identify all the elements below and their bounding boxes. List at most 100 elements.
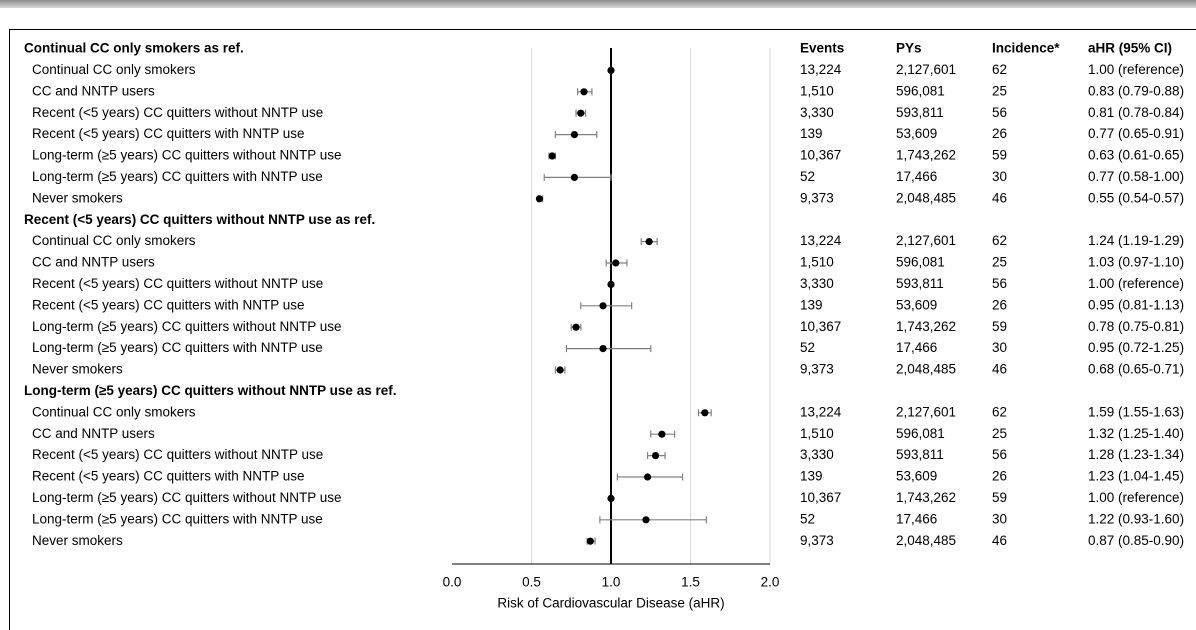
point-estimate [607, 494, 615, 502]
ahr-ci-cell: 1.03 (0.97-1.10) [1088, 255, 1184, 270]
events-cell: 13,224 [800, 233, 842, 248]
point-estimate [572, 323, 580, 331]
pys-cell: 1,743,262 [896, 148, 956, 163]
row-label: Never smokers [32, 190, 123, 205]
column-header: Events [800, 41, 844, 56]
events-cell: 13,224 [800, 62, 842, 77]
row-label: Recent (<5 years) CC quitters without NN… [32, 276, 323, 291]
events-cell: 10,367 [800, 148, 841, 163]
row-label: Recent (<5 years) CC quitters without NN… [32, 105, 323, 120]
incidence-cell: 46 [992, 190, 1007, 205]
point-estimate [577, 109, 585, 117]
ahr-ci-cell: 0.55 (0.54-0.57) [1088, 190, 1184, 205]
events-cell: 52 [800, 511, 815, 526]
ahr-ci-cell: 0.78 (0.75-0.81) [1088, 319, 1184, 334]
row-label: Never smokers [32, 362, 123, 377]
ahr-ci-cell: 1.22 (0.93-1.60) [1088, 511, 1184, 526]
point-estimate [556, 366, 564, 374]
pys-cell: 53,609 [896, 469, 937, 484]
events-cell: 1,510 [800, 83, 834, 98]
row-label: Long-term (≥5 years) CC quitters without… [32, 319, 342, 334]
ahr-ci-cell: 0.83 (0.79-0.88) [1088, 83, 1184, 98]
pys-cell: 2,048,485 [896, 533, 956, 548]
incidence-cell: 26 [992, 297, 1007, 312]
events-cell: 13,224 [800, 404, 842, 419]
ahr-ci-cell: 0.95 (0.81-1.13) [1088, 297, 1184, 312]
events-cell: 139 [800, 469, 823, 484]
pys-cell: 2,127,601 [896, 233, 956, 248]
point-estimate [570, 131, 579, 139]
events-cell: 9,373 [800, 362, 834, 377]
incidence-cell: 46 [992, 362, 1007, 377]
pys-cell: 2,048,485 [896, 362, 956, 377]
ci-layer [537, 88, 712, 545]
figure-frame [9, 29, 1196, 630]
ahr-ci-cell: 1.59 (1.55-1.63) [1088, 404, 1184, 419]
events-cell: 3,330 [800, 276, 834, 291]
incidence-cell: 46 [992, 533, 1007, 548]
events-cell: 3,330 [800, 105, 834, 120]
events-cell: 9,373 [800, 533, 834, 548]
point-estimate [599, 302, 607, 310]
incidence-cell: 25 [992, 255, 1007, 270]
point-estimate [658, 430, 666, 438]
events-cell: 10,367 [800, 490, 841, 505]
column-header: PYs [896, 41, 922, 56]
grid-layer [531, 48, 771, 564]
pys-cell: 2,127,601 [896, 404, 956, 419]
ahr-ci-cell: 0.77 (0.65-0.91) [1088, 126, 1184, 141]
events-cell: 1,510 [800, 426, 834, 441]
x-axis: 0.0 0.5 1.0 1.5 2.0 Risk of Cardiovascular Di… [443, 48, 779, 611]
column-header: Incidence* [992, 41, 1060, 56]
ahr-ci-cell: 0.68 (0.65-0.71) [1088, 362, 1184, 377]
row-label: CC and NNTP users [32, 426, 155, 441]
events-cell: 10,367 [800, 319, 841, 334]
x-tick-label: 0.5 [522, 575, 541, 590]
point-estimate [570, 173, 579, 181]
pys-cell: 593,811 [896, 276, 944, 291]
pys-cell: 593,811 [896, 447, 944, 462]
incidence-cell: 59 [992, 319, 1007, 334]
incidence-cell: 56 [992, 447, 1007, 462]
x-tick-label: 1.5 [681, 575, 700, 590]
ahr-ci-cell: 1.00 (reference) [1088, 276, 1184, 291]
incidence-cell: 62 [992, 404, 1007, 419]
row-label: Recent (<5 years) CC quitters with NNTP … [32, 469, 304, 484]
pys-cell: 596,081 [896, 83, 945, 98]
incidence-cell: 26 [992, 469, 1007, 484]
pys-cell: 53,609 [896, 126, 937, 141]
point-estimate [586, 537, 594, 545]
row-label: Long-term (≥5 years) CC quitters with NN… [32, 511, 323, 526]
row-label: Long-term (≥5 years) CC quitters with NN… [32, 169, 323, 184]
ahr-ci-cell: 0.95 (0.72-1.25) [1088, 340, 1184, 355]
events-cell: 139 [800, 126, 823, 141]
x-axis-title: Risk of Cardiovascular Disease (aHR) [497, 596, 724, 611]
point-estimate [701, 409, 709, 417]
point-estimate [535, 195, 544, 203]
ahr-ci-cell: 0.81 (0.78-0.84) [1088, 105, 1184, 120]
incidence-cell: 62 [992, 233, 1007, 248]
events-cell: 52 [800, 340, 815, 355]
ahr-ci-cell: 1.23 (1.04-1.45) [1088, 469, 1184, 484]
row-label: Long-term (≥5 years) CC quitters with NN… [32, 340, 323, 355]
pys-cell: 1,743,262 [896, 490, 956, 505]
row-label: Long-term (≥5 years) CC quitters without… [32, 490, 342, 505]
pys-cell: 596,081 [896, 426, 945, 441]
pys-cell: 17,466 [896, 511, 937, 526]
pys-cell: 17,466 [896, 169, 937, 184]
ahr-ci-cell: 1.28 (1.23-1.34) [1088, 447, 1184, 462]
point-estimate [548, 152, 556, 160]
pys-cell: 2,048,485 [896, 190, 956, 205]
ahr-ci-cell: 1.32 (1.25-1.40) [1088, 426, 1184, 441]
ahr-ci-cell: 1.00 (reference) [1088, 62, 1184, 77]
x-tick-label: 1.0 [602, 575, 621, 590]
row-label: CC and NNTP users [32, 255, 155, 270]
row-label: Recent (<5 years) CC quitters with NNTP … [32, 297, 304, 312]
row-label: Recent (<5 years) CC quitters with NNTP … [32, 126, 304, 141]
point-estimate [580, 88, 588, 96]
pys-cell: 2,127,601 [896, 62, 956, 77]
row-label: Never smokers [32, 533, 123, 548]
pys-cell: 596,081 [896, 255, 945, 270]
incidence-cell: 26 [992, 126, 1007, 141]
